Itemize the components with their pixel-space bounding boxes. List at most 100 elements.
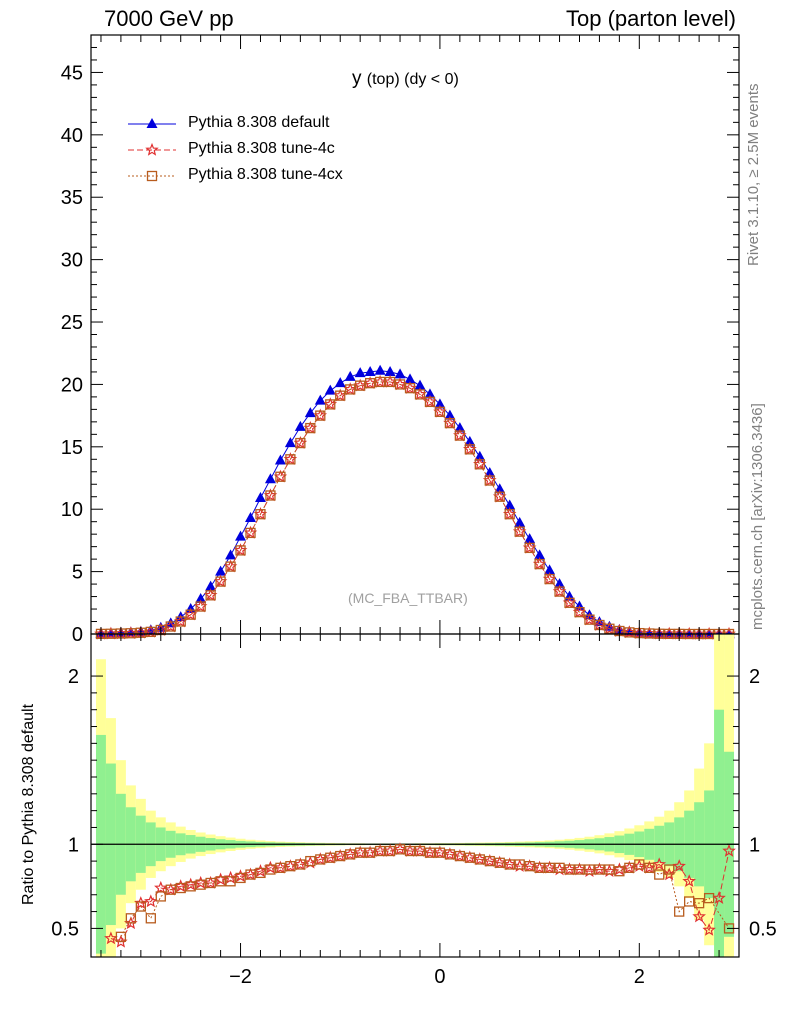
point-tune4cx bbox=[245, 869, 256, 880]
point-default bbox=[424, 388, 436, 399]
point-tune4c bbox=[193, 875, 208, 889]
mcplots-label: mcplots.cern.ch [arXiv:1306.3436] bbox=[749, 403, 766, 630]
point-tune4cx bbox=[464, 852, 475, 863]
point-tune4cx bbox=[205, 877, 216, 889]
legend-label-tune4cx: Pythia 8.308 tune-4cx bbox=[188, 166, 343, 183]
point-default bbox=[474, 450, 486, 461]
point-tune4cx bbox=[484, 475, 495, 486]
point-tune4cx bbox=[524, 861, 535, 872]
y-tick-label: 25 bbox=[61, 312, 83, 334]
plot-title: y (top) (dy < 0) bbox=[352, 68, 459, 90]
point-default bbox=[514, 516, 526, 527]
ratio-frame bbox=[90, 633, 740, 958]
point-tune4cx bbox=[384, 376, 396, 388]
point-default bbox=[444, 409, 456, 420]
uncertainty-bands bbox=[95, 634, 735, 957]
point-tune4cx bbox=[145, 913, 156, 924]
point-tune4cx bbox=[125, 628, 137, 639]
point-default bbox=[434, 398, 446, 409]
point-default bbox=[304, 407, 316, 418]
point-default bbox=[454, 422, 466, 433]
point-tune4cx bbox=[394, 844, 406, 855]
point-tune4cx bbox=[474, 459, 485, 470]
ratio-tick-label-left: 0.5 bbox=[51, 918, 79, 940]
point-default bbox=[464, 435, 476, 446]
point-tune4cx bbox=[315, 410, 326, 421]
point-tune4cx bbox=[225, 561, 236, 572]
point-tune4cx bbox=[534, 558, 545, 570]
point-default bbox=[544, 564, 556, 575]
point-tune4cx bbox=[424, 847, 436, 858]
y-tick-label: 45 bbox=[61, 62, 83, 84]
point-tune4cx bbox=[265, 864, 276, 875]
point-tune4cx bbox=[205, 590, 216, 601]
point-default bbox=[155, 621, 167, 632]
point-tune4cx bbox=[624, 862, 635, 873]
point-tune4cx bbox=[444, 849, 456, 860]
point-default bbox=[524, 533, 536, 544]
point-default bbox=[494, 483, 506, 494]
point-tune4cx bbox=[255, 509, 266, 520]
point-tune4cx bbox=[494, 491, 505, 502]
point-tune4cx bbox=[235, 545, 246, 556]
point-tune4cx bbox=[165, 621, 176, 632]
point-default bbox=[205, 580, 217, 591]
point-tune4cx bbox=[235, 872, 246, 884]
point-tune4c bbox=[682, 874, 697, 888]
ratio-tick-label-left: 1 bbox=[68, 834, 79, 856]
point-tune4cx bbox=[145, 626, 156, 638]
point-default bbox=[324, 384, 336, 395]
point-tune4cx bbox=[664, 864, 675, 875]
point-tune4cx bbox=[544, 862, 555, 873]
point-default bbox=[264, 473, 276, 484]
legend-label-default: Pythia 8.308 default bbox=[188, 114, 330, 131]
point-tune4cx bbox=[155, 891, 166, 902]
point-tune4cx bbox=[315, 854, 326, 865]
point-tune4cx bbox=[404, 845, 416, 857]
point-tune4cx bbox=[564, 597, 575, 608]
y-tick-label: 0 bbox=[72, 624, 83, 646]
point-tune4cx bbox=[444, 417, 456, 429]
point-tune4cx bbox=[215, 876, 226, 887]
point-default bbox=[364, 365, 376, 376]
point-tune4cx bbox=[564, 864, 575, 875]
point-tune4cx bbox=[275, 471, 286, 482]
point-tune4cx bbox=[295, 437, 306, 449]
point-default bbox=[504, 499, 516, 510]
point-tune4cx bbox=[554, 586, 565, 597]
point-tune4cx bbox=[215, 576, 226, 587]
point-default bbox=[314, 394, 326, 405]
point-tune4cx bbox=[544, 573, 555, 585]
point-default bbox=[195, 593, 207, 604]
point-tune4c bbox=[722, 843, 736, 857]
y-tick-label: 30 bbox=[61, 250, 83, 272]
point-tune4cx bbox=[584, 864, 595, 875]
point-tune4cx bbox=[584, 614, 595, 625]
point-tune4cx bbox=[394, 379, 406, 390]
point-tune4c bbox=[154, 880, 168, 894]
point-tune4cx bbox=[594, 864, 605, 875]
rivet-label: Rivet 3.1.10, ≥ 2.5M events bbox=[745, 83, 762, 267]
plot-title-sub: (top) (dy < 0) bbox=[366, 71, 459, 88]
point-tune4cx bbox=[325, 399, 336, 410]
main-plot: 0 5 10 15 20 25 30 35 40 45 bbox=[61, 34, 740, 646]
point-default bbox=[394, 368, 406, 379]
point-default bbox=[554, 578, 566, 589]
point-tune4c bbox=[145, 142, 159, 156]
point-tune4cx bbox=[355, 847, 366, 858]
point-tune4cx bbox=[165, 884, 176, 895]
point-tune4cx bbox=[364, 847, 376, 858]
point-tune4cx bbox=[604, 623, 615, 634]
legend-label-tune4c: Pythia 8.308 tune-4c bbox=[188, 140, 335, 157]
point-tune4cx bbox=[574, 607, 585, 618]
ratio-tune4cx bbox=[115, 844, 735, 942]
point-tune4cx bbox=[175, 882, 186, 894]
process-label: Top (parton level) bbox=[566, 6, 736, 31]
ratio-tick-label-right: 0.5 bbox=[749, 918, 777, 940]
point-default bbox=[284, 437, 296, 448]
point-tune4cx bbox=[574, 864, 585, 875]
point-tune4c bbox=[223, 870, 238, 884]
point-default bbox=[245, 511, 257, 522]
energy-label: 7000 GeV pp bbox=[104, 6, 234, 31]
